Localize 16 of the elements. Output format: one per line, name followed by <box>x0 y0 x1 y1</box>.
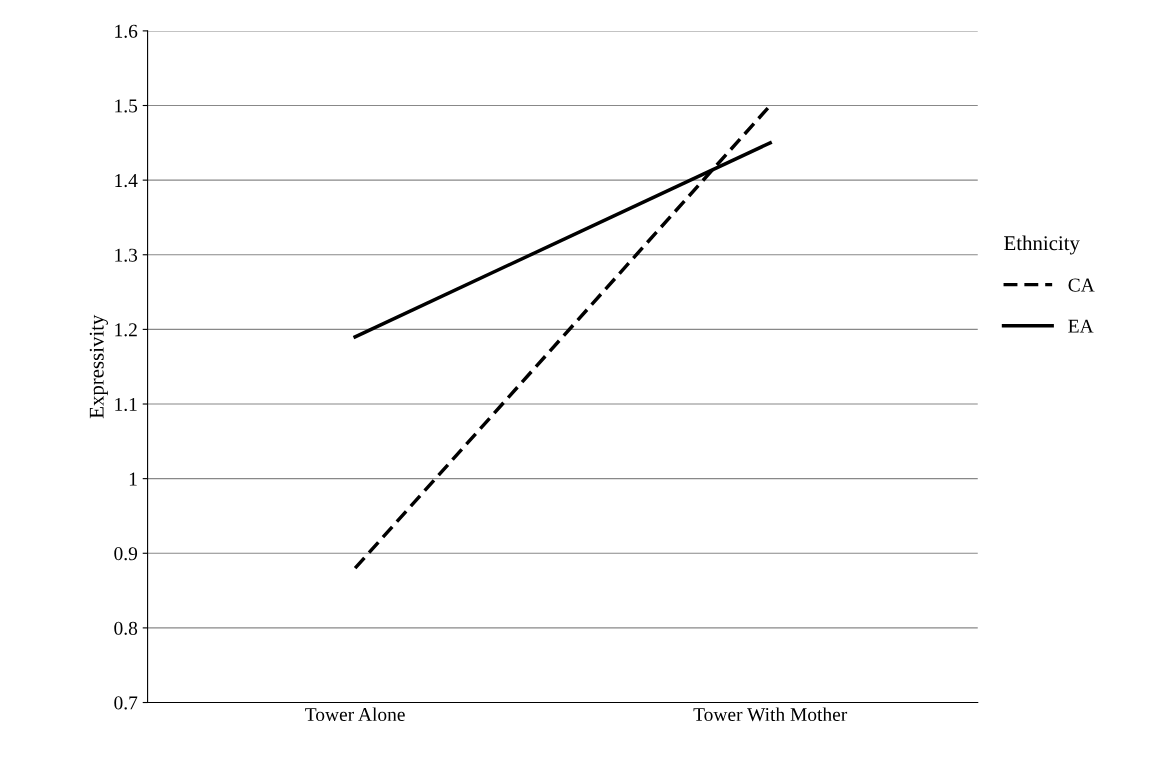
y-axis-title: Expressivity <box>89 314 108 419</box>
y-tick-label: 0.9 <box>114 547 138 561</box>
y-tick-label: 0.8 <box>114 621 138 635</box>
y-tick-label: 0.7 <box>114 696 138 710</box>
y-tick-label: 1.5 <box>115 99 138 113</box>
y-tick-label: 1.1 <box>115 397 137 412</box>
y-tick-label: 1.6 <box>115 24 138 38</box>
y-tick-label: 1.2 <box>115 323 137 337</box>
y-tick-label: 1.3 <box>115 248 138 262</box>
legend-label: EA <box>1068 319 1094 333</box>
legend-title: Ethnicity <box>1004 235 1080 255</box>
x-tick-label: Tower Alone <box>305 707 405 722</box>
y-tick-label: 1.4 <box>115 174 138 188</box>
x-tick-label: Tower With Mother <box>693 707 848 722</box>
y-tick-label: 1 <box>129 472 137 486</box>
legend-label: CA <box>1068 278 1095 292</box>
